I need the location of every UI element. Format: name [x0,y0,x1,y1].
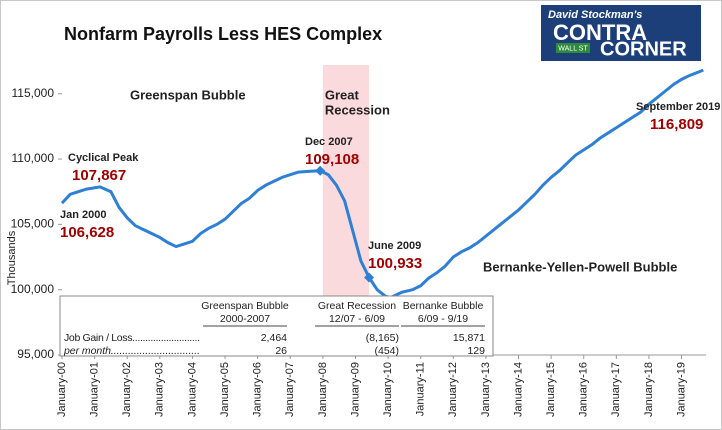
x-tick-label: January-13 [480,362,492,417]
x-tick-label: January-09 [349,362,361,417]
note: Greenspan Bubble [130,87,246,102]
y-tick-label: 100,000 [11,282,55,296]
table-cell: 15,871 [453,332,485,344]
annotation-value: 107,867 [72,167,126,184]
x-tick-label: January-07 [284,362,296,417]
x-tick-label: January-01 [89,362,101,417]
x-tick-label: January-02 [121,362,133,417]
logo-sign [556,43,590,53]
x-tick-label: January-16 [578,362,590,417]
x-tick-label: January-00 [56,362,68,417]
x-tick-label: January-11 [415,362,427,416]
x-tick-label: January-08 [317,362,329,417]
y-tick-label: 105,000 [11,217,55,231]
logo-sign-text: WALL ST [558,45,588,52]
annotation-text: Jan 2000 [60,209,106,221]
logo: David Stockman's CONTRA WALL ST CORNER [541,5,701,61]
x-tick-label: January-04 [186,362,198,417]
chart-title: Nonfarm Payrolls Less HES Complex [64,24,382,44]
annotation-value: 106,628 [60,224,114,241]
table-header: 6/09 - 9/19 [418,313,468,325]
recession-label: Recession [325,102,390,117]
annotation-marker [364,272,375,283]
y-tick-label: 110,000 [12,151,55,165]
table-cell: 2,464 [261,332,287,344]
x-tick-label: January-14 [512,362,524,417]
x-tick-label: January-06 [252,362,264,417]
logo-line1: CONTRA [553,20,647,45]
x-tick-label: January-12 [447,362,459,417]
table-cell: 26 [275,345,287,357]
note: Bernanke-Yellen-Powell Bubble [483,259,677,274]
logo-line2: CORNER [600,38,687,60]
table-cell: Job Gain / Loss.........................… [64,332,200,344]
x-tick-label: January-10 [382,362,394,417]
annotation-marker [315,165,326,176]
annotation-text: September 2019 [636,101,720,113]
table-header: Greenspan Bubble [201,300,289,312]
y-tick-label: 115,000 [12,86,55,100]
x-tick-label: January-17 [610,362,622,417]
x-tick-label: January-19 [675,362,687,417]
logo-byline: David Stockman's [548,9,642,21]
annotation-text: Dec 2007 [305,136,353,148]
table-cell: (454) [374,345,399,357]
table-header: Bernanke Bubble [403,300,484,312]
table-header: Great Recession [318,300,396,312]
x-tick-label: January-15 [545,362,557,417]
recession-label: Great [325,87,360,102]
annotation-value: 100,933 [368,255,422,272]
y-tick-label: 95,000 [17,347,54,361]
table-cell: 129 [467,345,485,357]
annotation-value: 109,108 [305,151,359,168]
annotation-value: 116,809 [650,116,703,133]
table-cell: per month............................... [63,345,200,357]
table-cell: (8,165) [366,332,399,344]
y-axis-label: Thousands [6,230,18,285]
annotation-text: Cyclical Peak [68,152,139,164]
annotation-text: June 2009 [368,240,421,252]
table-header: 12/07 - 6/09 [329,313,385,325]
x-tick-label: January-03 [154,362,166,417]
table-header: 2000-2007 [220,313,270,325]
x-tick-label: January-05 [219,362,231,417]
x-tick-label: January-18 [643,362,655,417]
